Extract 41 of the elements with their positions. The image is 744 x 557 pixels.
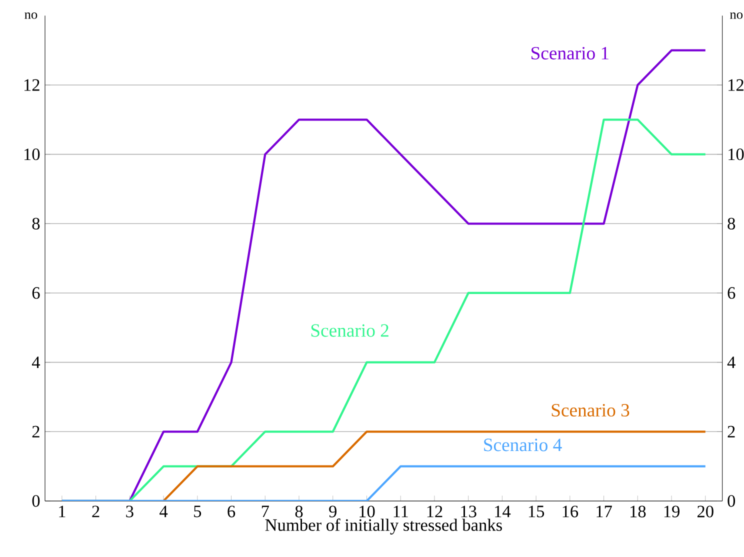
y-axis-title: no: [24, 12, 38, 19]
x-tick-label: 9: [329, 506, 336, 518]
y2-tick-label: 8: [728, 218, 736, 230]
x-tick-label: 8: [295, 506, 303, 518]
y2-tick-label: 12: [728, 79, 744, 91]
y2-tick-label: 10: [728, 148, 744, 160]
x-tick-label: 20: [697, 506, 714, 518]
y-tick-label: 12: [24, 79, 40, 91]
y2-tick-label: 0: [728, 495, 736, 507]
y-tick-label: 6: [32, 287, 40, 299]
series-label: Scenario 2: [311, 324, 388, 337]
x-tick-label: 7: [262, 506, 269, 518]
x-tick-label: 16: [562, 506, 578, 518]
x-tick-label: 12: [427, 506, 442, 518]
x-tick-label: 19: [664, 506, 680, 518]
y-tick-label: 8: [32, 218, 40, 230]
x-tick-label: 11: [394, 506, 408, 518]
y-tick-label: 10: [24, 148, 40, 160]
series-label: Scenario 4: [484, 438, 562, 452]
x-tick-label: 3: [126, 506, 134, 518]
x-tick-label: 14: [495, 506, 511, 518]
x-tick-label: 10: [360, 506, 375, 518]
text: Scenario 1: [532, 46, 608, 60]
x-tick-label: 2: [92, 506, 100, 518]
y2-tick-label: 2: [728, 426, 735, 438]
y-tick-label: 0: [32, 495, 40, 507]
x-axis-title: Number of initially stressed banks: [265, 518, 502, 534]
x-tick-label: 6: [228, 506, 236, 518]
y2-axis-title: no: [730, 12, 743, 19]
x-tick-label: 1: [59, 506, 66, 518]
x-tick-label: 5: [194, 506, 202, 518]
y-tick-label: 2: [32, 426, 40, 438]
y2-tick-label: 6: [728, 287, 736, 299]
series-label: Scenario 3: [552, 404, 630, 417]
y2-tick-label: 4: [727, 356, 736, 368]
x-tick-label: 18: [630, 506, 646, 518]
x-tick-label: 4: [160, 506, 168, 518]
y-tick-label: 4: [32, 356, 40, 368]
x-tick-label: 13: [461, 506, 476, 518]
x-tick-label: 17: [596, 506, 612, 518]
x-tick-label: 15: [528, 506, 544, 518]
